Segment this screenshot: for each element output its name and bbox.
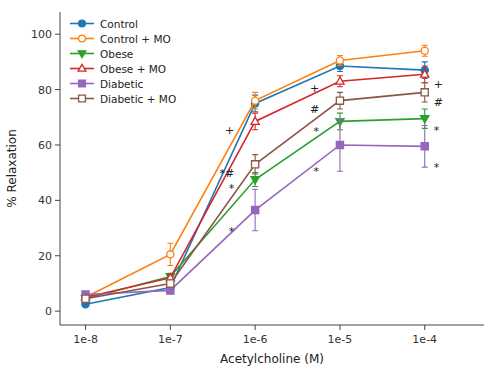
plot-area	[81, 45, 428, 308]
legend-label: Control + MO	[100, 33, 171, 45]
y-tick	[55, 255, 60, 256]
data-point	[81, 296, 89, 303]
legend-label: Diabetic + MO	[100, 93, 176, 105]
x-axis-title: Acetylcholine (M)	[220, 352, 324, 366]
x-tick-label: 1e-6	[243, 333, 268, 346]
series-line	[86, 145, 425, 295]
legend-marker	[78, 64, 86, 71]
series-line	[86, 119, 425, 299]
annotations: + *# * * + # * * + # * *	[220, 78, 443, 238]
annotation: +	[225, 124, 234, 137]
data-point	[336, 141, 343, 148]
annotation: *	[314, 165, 320, 178]
data-point	[167, 287, 174, 294]
annotation: *	[434, 161, 440, 174]
legend-marker	[79, 80, 86, 87]
y-axis-title: % Relaxation	[5, 129, 19, 208]
x-tick	[424, 325, 425, 330]
error-bar	[167, 243, 173, 265]
error-bar	[422, 83, 428, 102]
x-tick-label: 1e-7	[158, 333, 183, 346]
data-point	[82, 295, 89, 302]
x-tick-label: 1e-5	[328, 333, 353, 346]
error-bar	[167, 280, 173, 287]
y-tick	[55, 89, 60, 90]
y-tick-label: 100	[31, 28, 52, 41]
series	[82, 60, 428, 307]
data-point	[252, 206, 259, 213]
x-tick	[339, 325, 340, 330]
y-tick	[55, 144, 60, 145]
legend-label: Control	[100, 18, 138, 30]
y-tick-label: 0	[45, 305, 52, 318]
data-point	[251, 117, 259, 124]
legend-marker	[79, 95, 86, 102]
error-bar	[252, 189, 258, 231]
error-bar	[252, 155, 258, 174]
chart: 1e-8 1e-7 1e-6 1e-5 1e-4 0 20 40 60 80 100 Acetylch…	[0, 0, 500, 371]
error-bar	[252, 92, 258, 109]
annotation: *#	[220, 167, 235, 180]
error-bar	[422, 126, 428, 168]
annotation: *	[314, 125, 320, 138]
x-tick-label: 1e-8	[73, 333, 98, 346]
data-point	[336, 77, 344, 84]
legend-label: Diabetic	[100, 78, 144, 90]
series	[82, 45, 428, 301]
annotation: #	[310, 103, 319, 116]
data-point	[336, 97, 343, 104]
legend-marker	[79, 35, 86, 42]
data-point	[421, 143, 428, 150]
x-tick	[255, 325, 256, 330]
legend-marker	[79, 20, 86, 27]
series-line	[86, 92, 425, 298]
legend: Control Control + MO Obese Obese + MO Diabet…	[70, 18, 176, 105]
data-point	[421, 116, 429, 123]
series-line	[86, 74, 425, 297]
error-bar	[167, 287, 173, 294]
data-point	[421, 89, 428, 96]
legend-label: Obese + MO	[100, 63, 166, 75]
y-tick-label: 80	[38, 84, 52, 97]
annotation: *	[229, 225, 235, 238]
annotation: *	[229, 182, 235, 195]
annotation: #	[434, 96, 443, 109]
x-tick	[85, 325, 86, 330]
data-point	[252, 161, 259, 168]
annotation: +	[434, 78, 443, 91]
legend-marker	[78, 51, 86, 58]
axes: 1e-8 1e-7 1e-6 1e-5 1e-4 0 20 40 60 80 100	[31, 12, 484, 346]
y-tick-label: 60	[38, 139, 52, 152]
error-bar	[337, 55, 343, 65]
data-point	[251, 177, 259, 184]
series	[81, 109, 428, 303]
data-point	[336, 57, 343, 64]
data-point	[167, 251, 174, 258]
y-axis-line	[60, 12, 61, 325]
x-tick-label: 1e-4	[412, 333, 437, 346]
data-point	[421, 70, 429, 77]
annotation: *	[434, 124, 440, 137]
series	[81, 66, 428, 300]
error-bar	[337, 92, 343, 109]
data-point	[167, 280, 174, 287]
y-tick	[55, 311, 60, 312]
annotation: +	[310, 82, 319, 95]
x-tick	[170, 325, 171, 330]
data-point	[252, 97, 259, 104]
y-tick	[55, 34, 60, 35]
series-line	[86, 51, 425, 298]
data-point	[421, 47, 428, 54]
series-line	[86, 66, 425, 304]
x-axis-line	[60, 325, 484, 326]
y-tick-label: 40	[38, 194, 52, 207]
series	[82, 119, 428, 298]
series	[82, 83, 428, 303]
y-tick	[55, 200, 60, 201]
legend-label: Obese	[100, 48, 133, 60]
error-bar	[422, 45, 428, 56]
error-bar	[337, 119, 343, 172]
y-tick-label: 20	[38, 250, 52, 263]
